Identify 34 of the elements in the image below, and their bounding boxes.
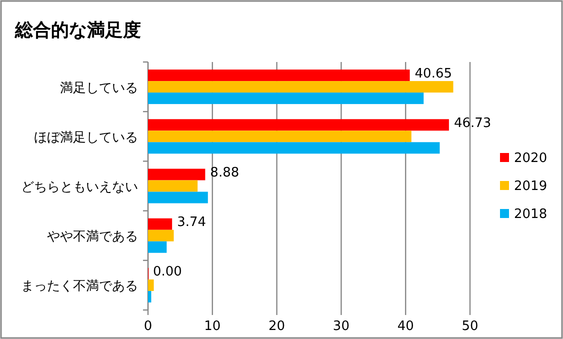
legend-label: 2019 [514,179,548,194]
bar [148,241,167,253]
data-label: 46.73 [454,116,492,131]
data-label: 8.88 [210,166,240,180]
data-label: 0.00 [153,264,182,280]
bar [148,180,198,192]
bar [148,81,454,93]
x-tick-label: 0 [144,319,152,334]
x-tick-label: 20 [268,319,286,334]
bar [148,130,412,142]
bar [148,279,154,291]
title: 総合的な満足度 [15,20,141,41]
y-tick-label: まったく不満である [21,279,138,294]
data-label: 40.65 [414,66,452,82]
y-tick-label: やや不満である [47,230,138,245]
bar [148,218,172,230]
data-label: 3.74 [177,215,206,230]
y-tick-label: 満足している [60,80,138,96]
legend-label: 2018 [514,207,548,222]
y-tick-label: どちらともいえない [21,180,138,195]
bar [148,70,410,82]
bar [148,119,449,131]
bar [148,168,206,180]
bar [148,230,174,242]
bar [148,142,440,154]
x-tick-label: 40 [397,319,414,334]
x-tick-label: 10 [204,319,221,334]
bar [148,92,424,104]
y-tick-label: ほぼ満足している [34,130,138,146]
x-tick-label: 50 [462,319,478,334]
bar [148,290,152,302]
bar [148,192,208,204]
legend-label: 2020 [514,151,548,166]
x-tick-label: 30 [332,319,350,334]
